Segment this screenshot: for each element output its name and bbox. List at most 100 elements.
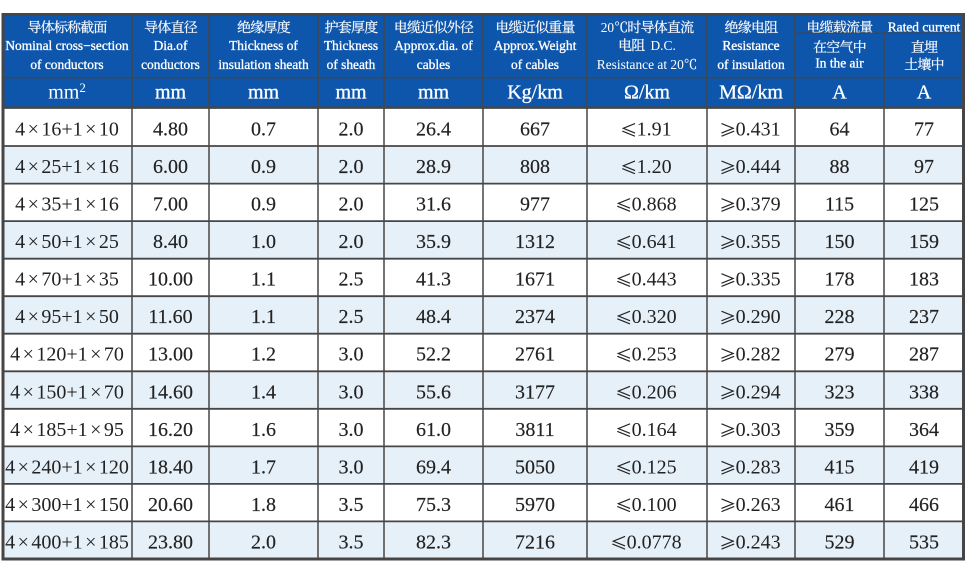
- svg-text:0.0778: 0.0778: [627, 531, 682, 553]
- svg-text:55.6: 55.6: [416, 381, 451, 403]
- svg-text:26.4: 26.4: [416, 119, 451, 141]
- svg-text:0.379: 0.379: [736, 194, 781, 216]
- svg-text:41.3: 41.3: [416, 269, 451, 291]
- svg-text:75.3: 75.3: [416, 494, 451, 516]
- svg-text:35.9: 35.9: [416, 231, 451, 253]
- svg-text:28.9: 28.9: [416, 156, 451, 178]
- svg-text:1671: 1671: [515, 269, 555, 291]
- svg-text:323: 323: [825, 381, 855, 403]
- svg-text:2.5: 2.5: [339, 269, 364, 291]
- svg-text:529: 529: [825, 531, 855, 553]
- svg-text:808: 808: [520, 156, 550, 178]
- svg-text:16.20: 16.20: [148, 419, 193, 441]
- svg-text:Rated current: Rated current: [888, 20, 961, 35]
- svg-text:0.243: 0.243: [736, 531, 781, 553]
- svg-text:415: 415: [825, 456, 855, 478]
- svg-text:0.9: 0.9: [251, 194, 276, 216]
- svg-text:1.8: 1.8: [251, 494, 276, 516]
- svg-text:82.3: 82.3: [416, 531, 451, 553]
- svg-text:3.0: 3.0: [339, 419, 364, 441]
- svg-text:mm2: mm2: [48, 80, 86, 104]
- svg-text:7216: 7216: [515, 531, 555, 553]
- svg-text:338: 338: [909, 381, 939, 403]
- svg-text:64: 64: [830, 119, 850, 141]
- svg-text:Kg/km: Kg/km: [507, 82, 563, 104]
- svg-text:3.5: 3.5: [339, 494, 364, 516]
- svg-text:4 × 50+1 × 25: 4 × 50+1 × 25: [15, 231, 119, 253]
- svg-text:4.80: 4.80: [153, 119, 188, 141]
- svg-text:2.5: 2.5: [339, 306, 364, 328]
- svg-text:11.60: 11.60: [148, 306, 192, 328]
- svg-text:1.6: 1.6: [251, 419, 276, 441]
- svg-text:77: 77: [914, 119, 934, 141]
- svg-text:0.443: 0.443: [632, 269, 677, 291]
- svg-text:1.1: 1.1: [251, 269, 276, 291]
- svg-text:0.431: 0.431: [736, 119, 781, 141]
- svg-text:3.0: 3.0: [339, 344, 364, 366]
- svg-text:115: 115: [825, 194, 854, 216]
- svg-text:14.60: 14.60: [148, 381, 193, 403]
- svg-text:A: A: [832, 82, 847, 104]
- svg-text:2.0: 2.0: [339, 194, 364, 216]
- svg-text:52.2: 52.2: [416, 344, 451, 366]
- svg-text:0.206: 0.206: [632, 381, 677, 403]
- svg-text:Resistance at 20: Resistance at 20: [597, 57, 684, 72]
- svg-text:48.4: 48.4: [416, 306, 451, 328]
- svg-text:0.164: 0.164: [632, 419, 677, 441]
- svg-text:178: 178: [825, 269, 855, 291]
- svg-text:0.320: 0.320: [632, 306, 677, 328]
- svg-text:0.641: 0.641: [632, 231, 677, 253]
- svg-text:18.40: 18.40: [148, 456, 193, 478]
- svg-text:461: 461: [825, 494, 855, 516]
- svg-text:of conductors: of conductors: [30, 57, 103, 72]
- svg-text:3.0: 3.0: [339, 381, 364, 403]
- svg-text:Approx.dia. of: Approx.dia. of: [394, 38, 473, 53]
- svg-text:Approx.Weight: Approx.Weight: [494, 38, 577, 53]
- svg-text:2.0: 2.0: [339, 119, 364, 141]
- svg-text:20: 20: [601, 20, 615, 35]
- svg-text:5970: 5970: [515, 494, 555, 516]
- svg-text:0.7: 0.7: [251, 119, 276, 141]
- svg-text:13.00: 13.00: [148, 344, 193, 366]
- svg-text:466: 466: [909, 494, 939, 516]
- svg-text:4 × 120+1 × 70: 4 × 120+1 × 70: [10, 344, 124, 366]
- svg-text:7.00: 7.00: [153, 194, 188, 216]
- svg-text:4 × 400+1 × 185: 4 × 400+1 × 185: [5, 531, 129, 553]
- svg-text:31.6: 31.6: [416, 194, 451, 216]
- svg-text:1312: 1312: [515, 231, 555, 253]
- svg-text:0.283: 0.283: [736, 456, 781, 478]
- svg-text:conductors: conductors: [141, 57, 200, 72]
- svg-text:237: 237: [909, 306, 939, 328]
- svg-text:0.253: 0.253: [632, 344, 677, 366]
- svg-text:2761: 2761: [515, 344, 555, 366]
- svg-text:Thickness of: Thickness of: [229, 38, 298, 53]
- svg-text:287: 287: [909, 344, 939, 366]
- svg-text:0.282: 0.282: [736, 344, 781, 366]
- svg-text:3811: 3811: [515, 419, 554, 441]
- svg-text:0.100: 0.100: [632, 494, 677, 516]
- svg-text:0.868: 0.868: [632, 194, 677, 216]
- svg-text:4 × 16+1 × 10: 4 × 16+1 × 10: [15, 119, 119, 141]
- svg-text:4 × 240+1 × 120: 4 × 240+1 × 120: [5, 456, 129, 478]
- svg-text:cables: cables: [417, 57, 450, 72]
- svg-text:Thickness: Thickness: [324, 38, 378, 53]
- svg-text:Ω/km: Ω/km: [624, 82, 670, 104]
- svg-text:228: 228: [825, 306, 855, 328]
- svg-text:4 × 35+1 × 16: 4 × 35+1 × 16: [15, 194, 119, 216]
- svg-text:1.4: 1.4: [251, 381, 276, 403]
- svg-text:4 × 95+1 × 50: 4 × 95+1 × 50: [15, 306, 119, 328]
- svg-text:20.60: 20.60: [148, 494, 193, 516]
- svg-text:419: 419: [909, 456, 939, 478]
- svg-text:2.0: 2.0: [339, 231, 364, 253]
- svg-text:125: 125: [909, 194, 939, 216]
- svg-text:Dia.of: Dia.of: [154, 38, 188, 53]
- svg-text:2374: 2374: [515, 306, 555, 328]
- svg-text:88: 88: [830, 156, 850, 178]
- svg-text:4 × 300+1 × 150: 4 × 300+1 × 150: [5, 494, 129, 516]
- svg-text:97: 97: [914, 156, 934, 178]
- svg-text:69.4: 69.4: [416, 456, 451, 478]
- svg-text:8.40: 8.40: [153, 231, 188, 253]
- svg-text:0.303: 0.303: [736, 419, 781, 441]
- svg-text:150: 150: [825, 231, 855, 253]
- svg-text:0.294: 0.294: [736, 381, 781, 403]
